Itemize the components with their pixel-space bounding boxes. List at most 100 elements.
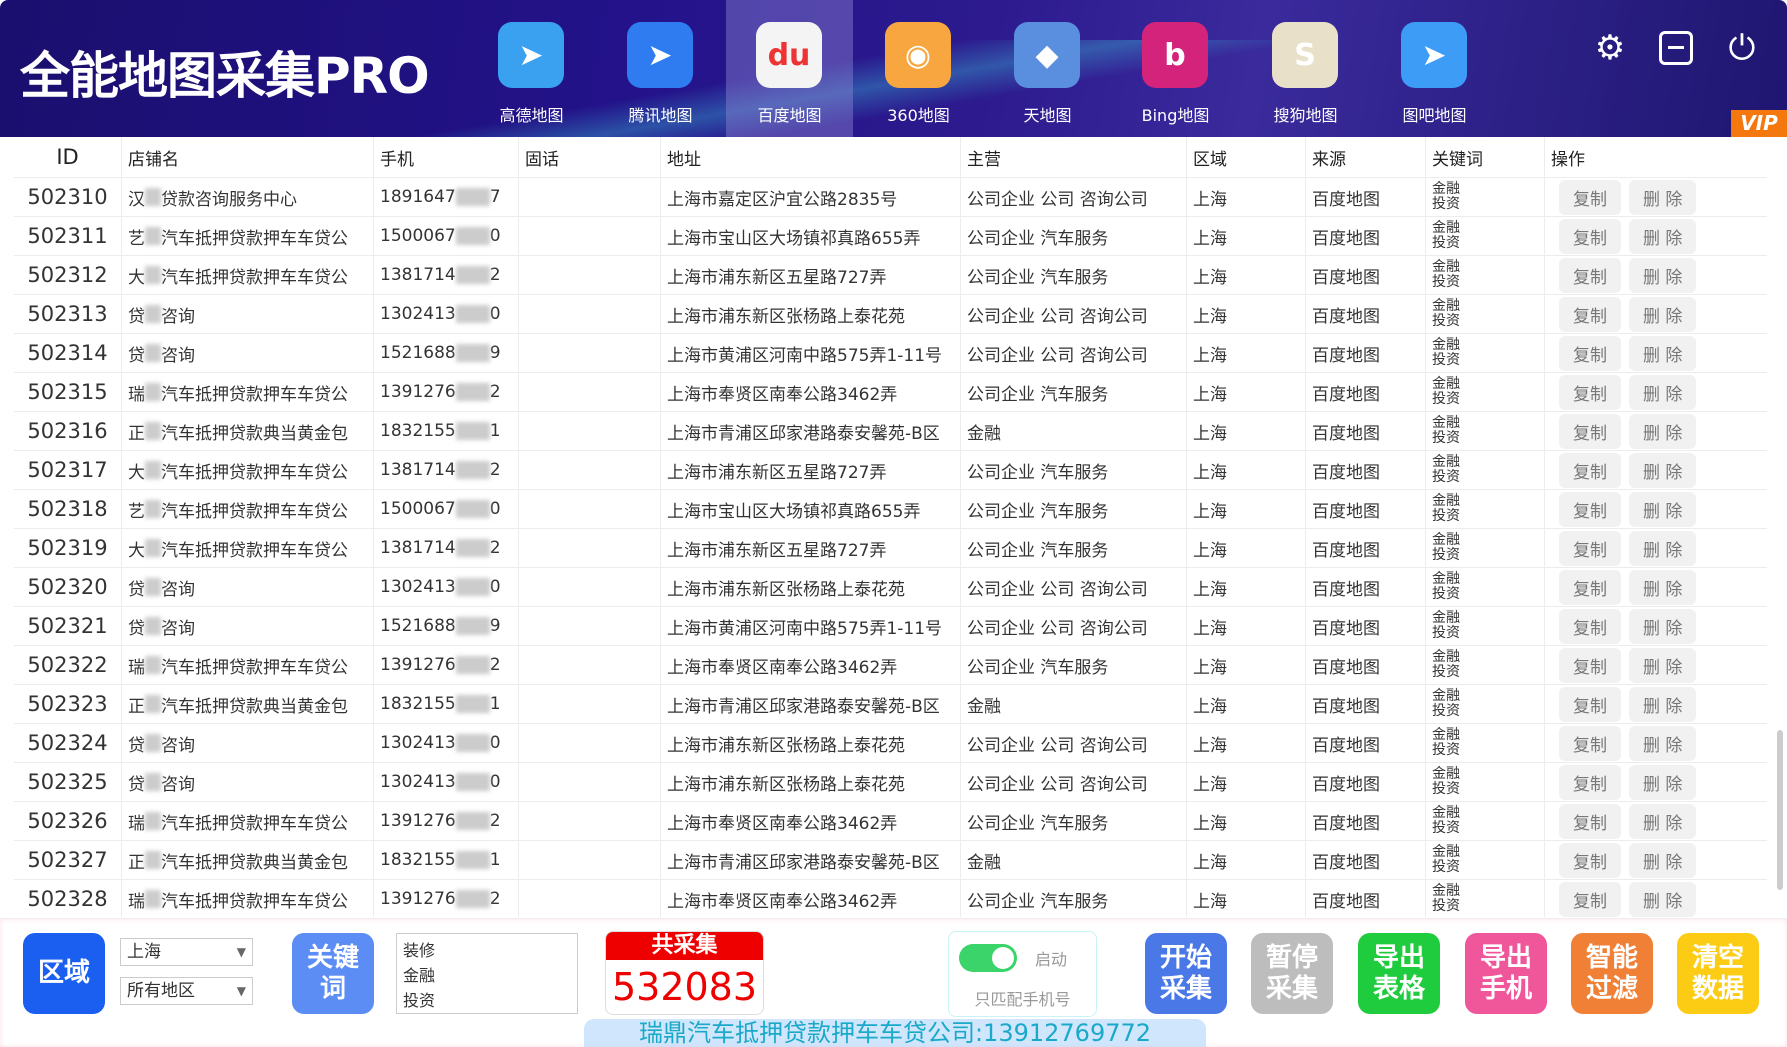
blurred-text bbox=[455, 695, 490, 713]
blurred-text bbox=[145, 851, 161, 869]
delete-button[interactable]: 删 除 bbox=[1629, 647, 1697, 683]
delete-button[interactable]: 删 除 bbox=[1629, 842, 1697, 878]
name-start: 瑞 bbox=[128, 813, 145, 834]
cell-tel bbox=[519, 724, 661, 762]
delete-button[interactable]: 删 除 bbox=[1629, 374, 1697, 410]
copy-button[interactable]: 复制 bbox=[1559, 452, 1621, 488]
pause-collect-button[interactable]: 暂停 采集 bbox=[1251, 933, 1333, 1014]
delete-button[interactable]: 删 除 bbox=[1629, 413, 1697, 449]
copy-button[interactable]: 复制 bbox=[1559, 764, 1621, 800]
delete-button[interactable]: 删 除 bbox=[1629, 491, 1697, 527]
copy-button[interactable]: 复制 bbox=[1559, 725, 1621, 761]
cell-actions: 复制删 除 bbox=[1545, 373, 1767, 411]
smart-filter-button[interactable]: 智能 过滤 bbox=[1571, 933, 1653, 1014]
cell-region: 上海 bbox=[1187, 217, 1306, 255]
cell-phone: 1891647 7 bbox=[374, 178, 519, 216]
delete-button[interactable]: 删 除 bbox=[1629, 530, 1697, 566]
map-source-4[interactable]: ◆ 天地图 bbox=[984, 0, 1111, 137]
copy-button[interactable]: 复制 bbox=[1559, 257, 1621, 293]
delete-button[interactable]: 删 除 bbox=[1629, 686, 1697, 722]
cell-address: 上海市青浦区邱家港路泰安馨苑-B区 bbox=[661, 841, 961, 879]
copy-button[interactable]: 复制 bbox=[1559, 647, 1621, 683]
province-value: 上海 bbox=[127, 942, 161, 962]
delete-button[interactable]: 删 除 bbox=[1629, 608, 1697, 644]
phone-end: 9 bbox=[489, 343, 501, 363]
cell-tel bbox=[519, 217, 661, 255]
map-source-3[interactable]: ◉ 360地图 bbox=[855, 0, 982, 137]
cell-keywords: 金融 投资 bbox=[1426, 295, 1545, 333]
delete-button[interactable]: 删 除 bbox=[1629, 452, 1697, 488]
copy-button[interactable]: 复制 bbox=[1559, 296, 1621, 332]
phone-end: 0 bbox=[489, 577, 501, 597]
map-source-label: 百度地图 bbox=[757, 106, 822, 125]
cell-actions: 复制删 除 bbox=[1545, 529, 1767, 567]
map-source-7[interactable]: ➤ 图吧地图 bbox=[1371, 0, 1498, 137]
power-icon[interactable]: ⏻ bbox=[1728, 28, 1756, 68]
map-360-icon: ◉ bbox=[885, 22, 951, 88]
cell-main-business: 公司企业 汽车服务 bbox=[961, 217, 1187, 255]
copy-button[interactable]: 复制 bbox=[1559, 686, 1621, 722]
copy-button[interactable]: 复制 bbox=[1559, 218, 1621, 254]
delete-button[interactable]: 删 除 bbox=[1629, 803, 1697, 839]
keyword: 投资 bbox=[1432, 664, 1460, 680]
map-source-5[interactable]: b Bing地图 bbox=[1112, 0, 1239, 137]
copy-button[interactable]: 复制 bbox=[1559, 335, 1621, 371]
cell-tel bbox=[519, 373, 661, 411]
table-row: 502315 瑞汽车抵押贷款押车车贷公 1391276 2 上海市奉贤区南奉公路3462… bbox=[14, 373, 1767, 412]
copy-button[interactable]: 复制 bbox=[1559, 374, 1621, 410]
delete-button[interactable]: 删 除 bbox=[1629, 257, 1697, 293]
cell-id: 502312 bbox=[14, 256, 122, 294]
chevron-down-icon: ▼ bbox=[236, 984, 246, 998]
cell-region: 上海 bbox=[1187, 451, 1306, 489]
map-source-1[interactable]: ➤ 腾讯地图 bbox=[597, 0, 724, 137]
copy-button[interactable]: 复制 bbox=[1559, 608, 1621, 644]
blurred-text bbox=[455, 578, 490, 596]
cell-id: 502321 bbox=[14, 607, 122, 645]
map-source-2[interactable]: du 百度地图 bbox=[726, 0, 853, 137]
copy-button[interactable]: 复制 bbox=[1559, 803, 1621, 839]
delete-button[interactable]: 删 除 bbox=[1629, 335, 1697, 371]
export-phone-button[interactable]: 导出 手机 bbox=[1465, 933, 1547, 1014]
export-table-button[interactable]: 导出 表格 bbox=[1358, 933, 1440, 1014]
phone-end: 2 bbox=[489, 382, 501, 402]
start-collect-button[interactable]: 开始 采集 bbox=[1145, 933, 1227, 1014]
name-end: 汽车抵押贷款押车车贷公 bbox=[161, 891, 348, 912]
cell-region: 上海 bbox=[1187, 607, 1306, 645]
cell-address: 上海市奉贤区南奉公路3462弄 bbox=[661, 646, 961, 684]
delete-button[interactable]: 删 除 bbox=[1629, 218, 1697, 254]
copy-button[interactable]: 复制 bbox=[1559, 842, 1621, 878]
phone-start: 1302413 bbox=[380, 772, 456, 792]
clear-data-button[interactable]: 清空 数据 bbox=[1677, 933, 1759, 1014]
cell-source: 百度地图 bbox=[1306, 763, 1426, 801]
copy-button[interactable]: 复制 bbox=[1559, 569, 1621, 605]
keywords-textarea[interactable]: 装修 金融 投资 bbox=[396, 933, 578, 1014]
cell-region: 上海 bbox=[1187, 178, 1306, 216]
province-select[interactable]: 上海 ▼ bbox=[120, 938, 253, 966]
copy-button[interactable]: 复制 bbox=[1559, 881, 1621, 917]
delete-button[interactable]: 删 除 bbox=[1629, 881, 1697, 917]
blurred-text bbox=[145, 344, 161, 362]
map-source-0[interactable]: ➤ 高德地图 bbox=[468, 0, 595, 137]
phone-start: 1832155 bbox=[380, 850, 456, 870]
keyword: 投资 bbox=[1432, 352, 1460, 368]
delete-button[interactable]: 删 除 bbox=[1629, 569, 1697, 605]
gear-icon[interactable]: ⚙ bbox=[1594, 28, 1626, 68]
delete-button[interactable]: 删 除 bbox=[1629, 179, 1697, 215]
region-button[interactable]: 区域 bbox=[23, 933, 105, 1014]
copy-button[interactable]: 复制 bbox=[1559, 413, 1621, 449]
cell-phone: 1500067 0 bbox=[374, 217, 519, 255]
delete-button[interactable]: 删 除 bbox=[1629, 296, 1697, 332]
copy-button[interactable]: 复制 bbox=[1559, 530, 1621, 566]
delete-button[interactable]: 删 除 bbox=[1629, 725, 1697, 761]
copy-button[interactable]: 复制 bbox=[1559, 179, 1621, 215]
phone-only-toggle[interactable] bbox=[959, 944, 1017, 972]
phone-end: 1 bbox=[489, 421, 501, 441]
map-source-6[interactable]: S 搜狗地图 bbox=[1242, 0, 1369, 137]
cell-tel bbox=[519, 334, 661, 372]
delete-button[interactable]: 删 除 bbox=[1629, 764, 1697, 800]
district-select[interactable]: 所有地区 ▼ bbox=[120, 977, 253, 1005]
scrollbar[interactable] bbox=[1777, 730, 1783, 890]
keyword-button[interactable]: 关键 词 bbox=[292, 933, 374, 1014]
copy-button[interactable]: 复制 bbox=[1559, 491, 1621, 527]
minimize-icon[interactable] bbox=[1656, 28, 1696, 68]
